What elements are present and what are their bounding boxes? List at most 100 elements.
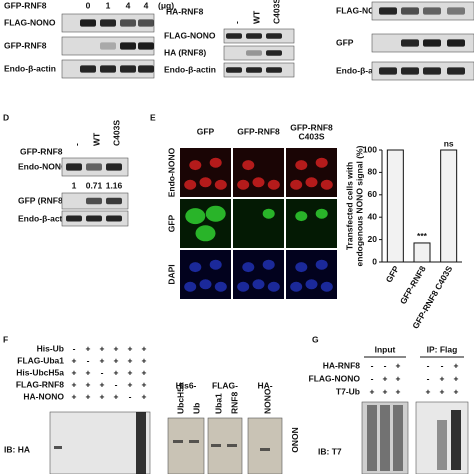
label: - (73, 343, 76, 353)
bar (440, 149, 458, 263)
label: + (72, 379, 77, 389)
label: Endo-β-actin (18, 213, 70, 223)
label: + (72, 367, 77, 377)
smear (451, 410, 461, 470)
label: IB: T7 (318, 446, 342, 456)
annotation: ns (444, 138, 454, 148)
smear (393, 405, 403, 471)
micrograph (180, 250, 231, 299)
band (138, 65, 154, 73)
band (120, 65, 136, 73)
label: UbcH5a (175, 382, 185, 414)
label: E (150, 112, 156, 122)
label: 0.71 (86, 180, 103, 190)
band (100, 19, 116, 27)
smear (437, 420, 447, 470)
label: + (396, 373, 401, 383)
label: His-Ub (37, 343, 64, 353)
nucleus (242, 262, 255, 273)
nucleus (195, 225, 216, 242)
label: - (115, 379, 118, 389)
band (226, 67, 242, 73)
label: Transfected cells with (344, 162, 354, 250)
label: + (128, 355, 133, 365)
label: GFP-RNF8 (4, 40, 47, 50)
micrograph (180, 148, 231, 197)
label: Endo-NONO (166, 147, 176, 197)
band (80, 19, 96, 27)
label: C403S (111, 120, 121, 146)
bar (386, 149, 404, 263)
nucleus (184, 281, 197, 292)
nucleus (205, 205, 226, 222)
band (66, 215, 82, 222)
band (138, 42, 154, 50)
label: + (86, 391, 91, 401)
label: FLAG-Uba1 (17, 355, 64, 365)
label: 4 (144, 0, 149, 10)
label: FLAG- (212, 380, 238, 390)
blot (223, 45, 295, 61)
label: FLAG-NONO (164, 30, 216, 40)
band (106, 215, 122, 222)
label: + (142, 367, 147, 377)
band (226, 33, 242, 39)
label: - (129, 391, 132, 401)
annotation: *** (417, 231, 428, 241)
nucleus (185, 208, 206, 225)
micrograph (286, 199, 337, 248)
label: 4 (126, 0, 131, 10)
label: GFP (RNF8) (18, 195, 66, 205)
nucleus (199, 279, 212, 290)
label: FLAG-NONO (309, 373, 361, 383)
label: + (86, 367, 91, 377)
label: - (71, 143, 81, 146)
label: + (426, 386, 431, 396)
nucleus (209, 259, 222, 270)
label: Endo-β-actin (164, 64, 216, 74)
band (227, 444, 237, 447)
label: GFP-RNF8 (237, 126, 280, 136)
label: + (454, 360, 459, 370)
label: Endo-NONO (18, 161, 68, 171)
label: T7-Ub (336, 386, 360, 396)
band (86, 197, 102, 205)
label: FLAG-RNF8 (16, 379, 64, 389)
band (266, 50, 282, 56)
band (100, 65, 116, 73)
label: C403S (271, 0, 281, 24)
nucleus (320, 179, 333, 190)
micrograph (233, 148, 284, 197)
label: Input (375, 344, 396, 354)
label: Ub (191, 403, 201, 414)
label: + (142, 391, 147, 401)
label: - (101, 367, 104, 377)
label: + (114, 367, 119, 377)
label: GFP (336, 37, 354, 47)
label: Endo-β-actin (336, 65, 388, 75)
micrograph (233, 199, 284, 248)
label: HA-RNF8 (323, 360, 361, 370)
label: + (396, 386, 401, 396)
band (80, 65, 96, 73)
label: C403S (299, 131, 325, 141)
y-tick-label: 60 (368, 189, 378, 199)
y-tick-label: 0 (372, 256, 377, 266)
nucleus (315, 259, 328, 270)
band (423, 67, 441, 75)
label: WT (251, 10, 261, 24)
label: His-UbcH5a (16, 367, 64, 377)
y-tick-label: 80 (368, 167, 378, 177)
band (120, 19, 136, 27)
label: + (383, 386, 388, 396)
label: + (72, 391, 77, 401)
label: GFP-RNF8 (290, 122, 333, 132)
band (120, 42, 136, 50)
label: D (3, 112, 9, 122)
label: FLAG-NONO (4, 17, 56, 27)
y-tick-label: 40 (368, 211, 378, 221)
label: - (87, 355, 90, 365)
label: 1 (106, 0, 111, 10)
label: GFP (166, 214, 176, 232)
band (447, 39, 465, 47)
